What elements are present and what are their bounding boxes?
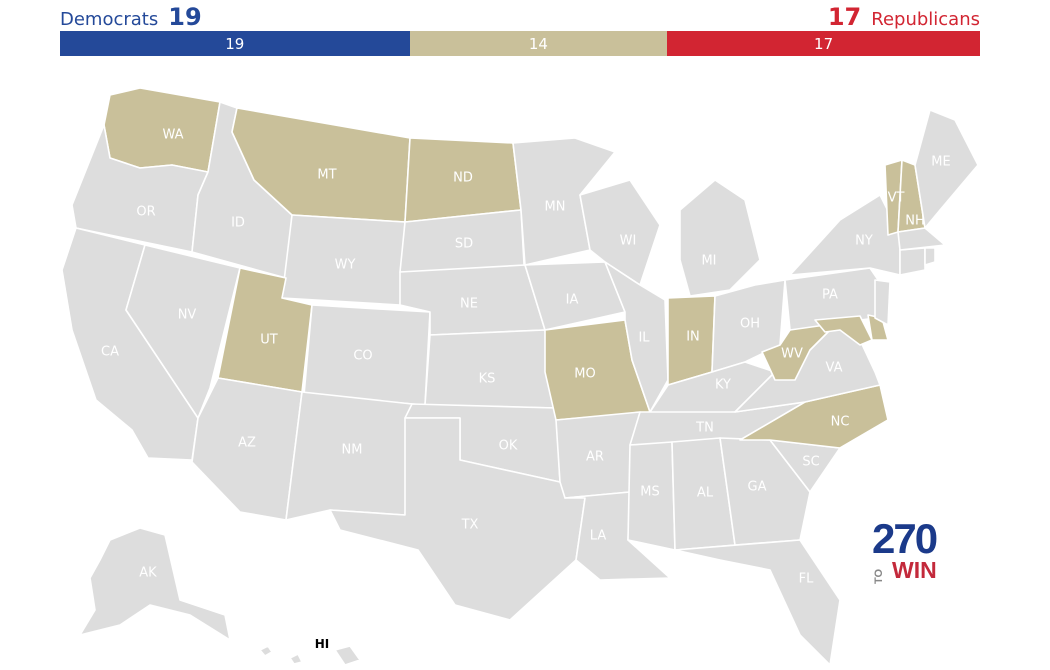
state-label-me: ME — [931, 155, 950, 170]
state-label-nh: NH — [905, 214, 925, 229]
state-label-mi: MI — [701, 254, 716, 269]
state-label-mn: MN — [545, 200, 566, 215]
state-label-il: IL — [638, 331, 650, 346]
state-label-ky: KY — [715, 378, 731, 393]
270towin-logo[interactable]: 270 TO WIN — [872, 515, 944, 585]
state-label-nd: ND — [453, 171, 473, 186]
state-label-tx: TX — [461, 518, 479, 533]
state-tx[interactable] — [329, 417, 586, 621]
state-ny[interactable] — [789, 194, 901, 276]
logo-win: WIN — [892, 557, 937, 583]
state-label-pa: PA — [822, 288, 838, 303]
state-label-mo: MO — [574, 367, 595, 382]
democrats-total: 19 — [168, 3, 202, 31]
state-label-ne: NE — [460, 297, 478, 312]
state-ak[interactable] — [79, 527, 231, 641]
state-mi[interactable] — [679, 179, 761, 297]
state-label-co: CO — [353, 349, 372, 364]
state-label-nc: NC — [831, 415, 850, 430]
state-md[interactable] — [814, 315, 873, 346]
state-label-la: LA — [590, 529, 607, 544]
state-label-oh: OH — [740, 317, 760, 332]
state-label-ia: IA — [566, 293, 579, 308]
state-label-al: AL — [697, 486, 714, 501]
republican-seats-segment[interactable]: 17 — [667, 31, 980, 56]
state-label-wa: WA — [162, 128, 183, 143]
democrats-label: Democrats — [60, 9, 159, 30]
democrats-tally: Democrats 19 — [60, 4, 212, 33]
state-label-fl: FL — [799, 572, 814, 587]
us-senate-map: WA OR CA ID NV MT WY UT AZ CO NM ND SD NE KS OK TX MN IA MO… — [61, 87, 979, 666]
state-label-hi: HI — [315, 637, 330, 651]
state-label-ny: NY — [855, 234, 873, 249]
state-label-vt: VT — [888, 191, 905, 206]
state-fl[interactable] — [674, 539, 841, 666]
state-ma[interactable] — [897, 227, 946, 251]
seat-count-bar: 19 14 17 — [60, 31, 980, 56]
state-label-ms: MS — [640, 485, 659, 500]
state-label-in: IN — [686, 330, 700, 345]
republicans-tally: 17 Republicans — [818, 4, 980, 33]
state-label-az: AZ — [238, 436, 256, 451]
state-label-ar: AR — [586, 450, 604, 465]
state-label-wi: WI — [620, 234, 637, 249]
republicans-total: 17 — [827, 3, 862, 31]
democrat-seats-segment[interactable]: 19 — [60, 31, 410, 56]
state-label-sc: SC — [802, 455, 819, 470]
state-label-nm: NM — [342, 443, 363, 458]
state-label-ak: AK — [139, 566, 157, 581]
logo-to: TO — [873, 568, 885, 584]
state-nj[interactable] — [874, 279, 891, 326]
state-ks[interactable] — [424, 329, 557, 409]
republicans-label: Republicans — [871, 9, 980, 30]
state-label-va: VA — [826, 361, 843, 376]
state-ct[interactable] — [899, 247, 926, 276]
state-hi[interactable] — [259, 645, 361, 666]
state-label-ok: OK — [499, 439, 518, 454]
state-label-tn: TN — [695, 421, 714, 436]
state-label-wy: WY — [335, 258, 356, 273]
state-label-sd: SD — [455, 237, 473, 252]
state-label-nv: NV — [178, 308, 197, 323]
state-label-ks: KS — [479, 372, 496, 387]
state-label-wv: WV — [781, 347, 803, 362]
state-label-mt: MT — [317, 168, 336, 183]
state-nv[interactable] — [125, 244, 241, 419]
tossup-seats-segment[interactable]: 14 — [409, 31, 668, 56]
state-label-ut: UT — [260, 333, 278, 348]
state-label-ga: GA — [748, 480, 767, 495]
logo-270: 270 — [872, 515, 938, 562]
state-label-ca: CA — [101, 345, 119, 360]
state-label-id: ID — [231, 216, 245, 231]
state-ri[interactable] — [924, 247, 936, 266]
state-label-or: OR — [136, 205, 155, 220]
